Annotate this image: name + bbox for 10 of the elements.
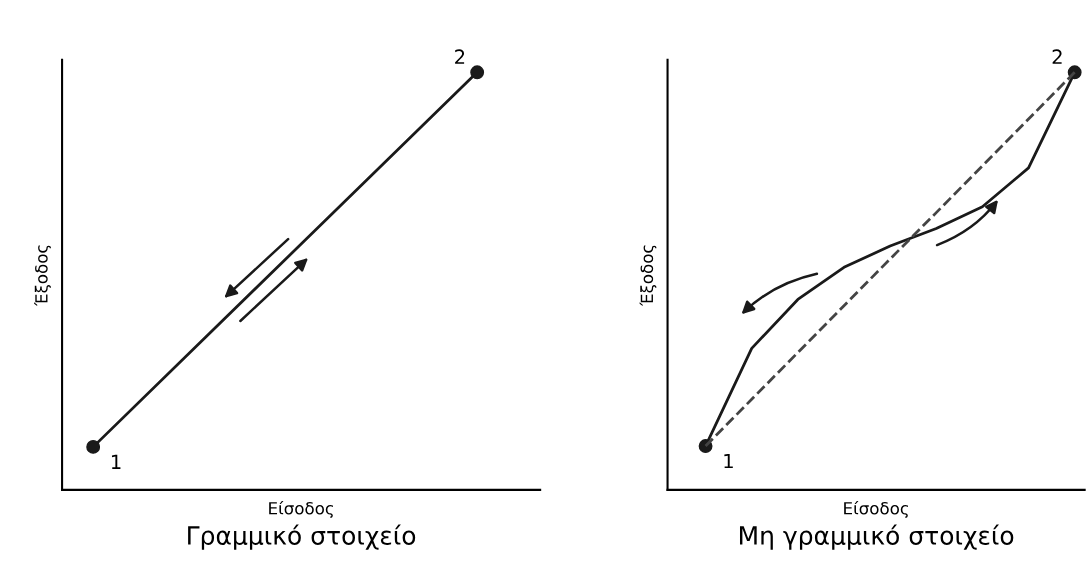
text: Γραμμικό στοιχείο [188,524,416,550]
x-axis-title: Είσοδος [844,501,908,518]
x-axis-title: Είσοδος [269,501,334,518]
annotation: 1 [111,454,121,469]
annotation: 1 [724,453,733,469]
text: Μη γραμμικό στοιχείο [739,524,1014,550]
text: 2 [455,49,465,64]
y-axis-title: Έξοδος [34,245,51,307]
text: 2 [1052,49,1062,64]
y-axis-title: Έξοδος [639,245,657,307]
